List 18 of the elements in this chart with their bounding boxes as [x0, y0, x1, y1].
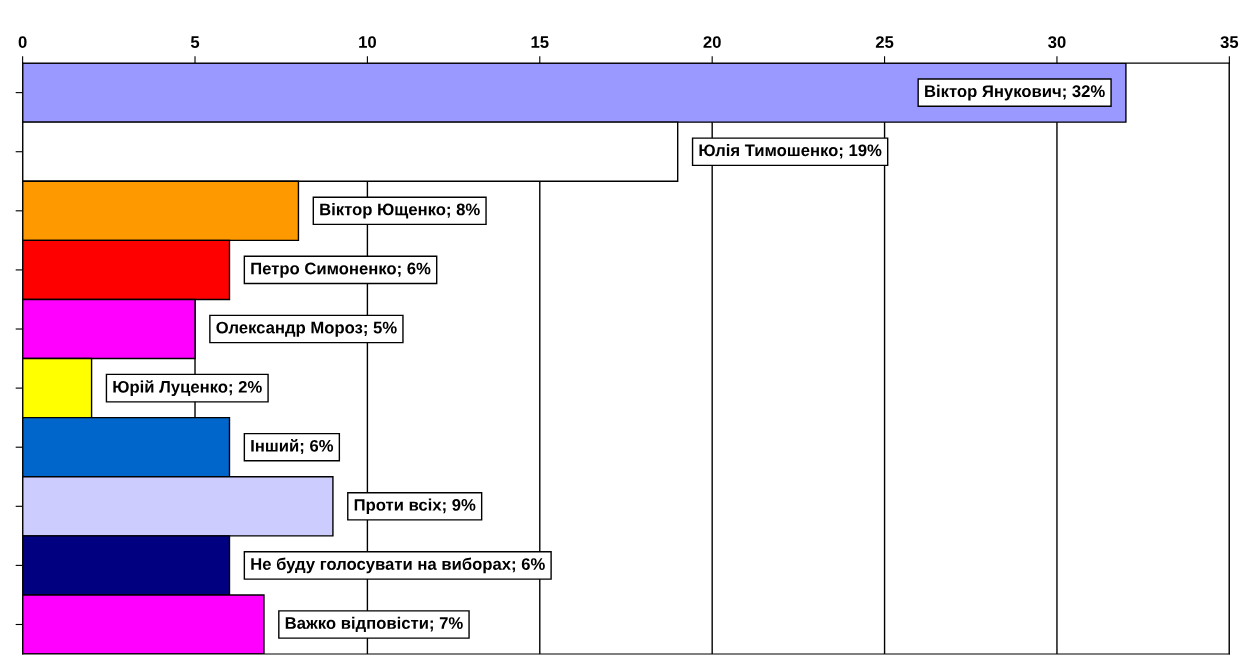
data-label: Олександр Мороз; 5%	[216, 321, 397, 337]
x-tick-label: 25	[875, 36, 894, 48]
x-tick-label: 20	[703, 36, 721, 48]
x-tick-label: 35	[1220, 36, 1239, 48]
data-label: Юрій Луценко; 2%	[113, 380, 262, 397]
x-tick-label: 0	[18, 36, 27, 48]
x-tick-label: 15	[531, 36, 549, 48]
x-tick-label: 5	[190, 36, 200, 48]
data-label: Не буду голосувати на виборах; 6%	[251, 557, 545, 574]
x-tick-label: 10	[359, 36, 376, 48]
data-label: Віктор Ющенко; 8%	[320, 203, 480, 219]
data-label: Юлія Тимошенко; 19%	[699, 143, 882, 159]
x-tick-label: 30	[1048, 36, 1066, 48]
data-label: Інший; 6%	[251, 439, 334, 455]
data-label: Проти всіх; 9%	[354, 498, 476, 515]
data-label: Важко відповісти; 7%	[285, 616, 463, 633]
data-label: Віктор Янукович; 32%	[925, 84, 1105, 101]
data-label: Петро Симоненко; 6%	[251, 262, 431, 278]
